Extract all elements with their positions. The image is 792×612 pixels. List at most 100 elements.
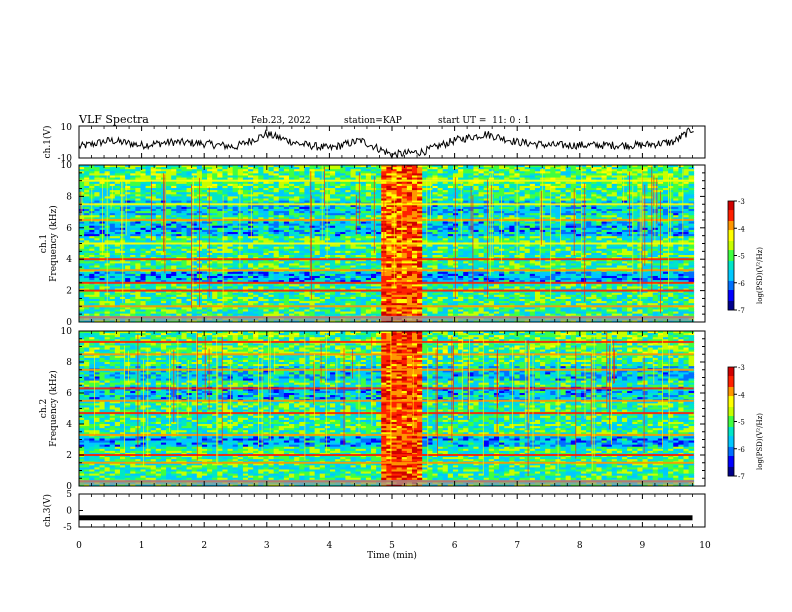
spectro-cell [99, 255, 106, 258]
spectro-cell [166, 238, 172, 241]
spectro-cell [232, 221, 239, 225]
spectro-cell [114, 296, 121, 300]
spectro-cell [232, 169, 239, 172]
spectro-cell [140, 213, 146, 216]
spectro-cell [186, 255, 193, 258]
spectro-cell [145, 188, 152, 191]
spectro-cell [125, 167, 131, 170]
spectro-cell [176, 303, 182, 306]
spectro-cell [135, 238, 141, 241]
spectro-cell [135, 246, 141, 250]
spectro-cell [186, 208, 193, 212]
spectro-cell [89, 259, 95, 262]
spectro-cell [212, 165, 218, 168]
spectro-cell [89, 231, 95, 235]
spectro-cell [217, 171, 223, 174]
spectro-cell [232, 167, 239, 170]
spectro-cell [145, 190, 152, 193]
spectro-cell [207, 229, 213, 233]
spectro-cell [212, 169, 218, 172]
spectro-cell [130, 313, 136, 317]
spectro-cell [171, 200, 177, 204]
spectro-cell [140, 198, 146, 201]
spectro-cell [125, 229, 131, 233]
spectro-cell [89, 307, 95, 310]
spectro-cell [79, 181, 85, 185]
spectro-cell [222, 246, 228, 250]
spectro-cell [191, 190, 198, 193]
spectro-cell [176, 169, 182, 172]
spectro-cell [191, 271, 198, 275]
spectro-cell [232, 246, 239, 250]
spectro-cell [232, 290, 239, 294]
spectro-cell [222, 206, 228, 210]
spectro-cell [227, 194, 234, 197]
spectro-cell [207, 265, 213, 268]
spectro-cell [237, 252, 244, 256]
spectro-cell [125, 311, 131, 315]
spectro-cell [166, 255, 172, 258]
spectro-cell [232, 303, 239, 306]
spectro-cell [135, 280, 141, 283]
spectro-cell [181, 319, 187, 323]
spectro-cell [186, 229, 193, 233]
spectro-cell [135, 292, 141, 296]
spectro-cell [130, 292, 136, 296]
spectro-cell [166, 200, 172, 204]
spectro-cell [237, 248, 244, 252]
spectro-cell [237, 238, 244, 241]
spectro-cell [222, 215, 228, 218]
spectro-cell [79, 223, 85, 227]
spectro-cell [79, 263, 85, 266]
spectro-cell [237, 183, 244, 187]
spectro-cell [237, 301, 244, 304]
spectro-cell [207, 280, 213, 283]
spectro-cell [150, 236, 157, 239]
spectro-cell [222, 171, 228, 174]
spectro-cell [155, 206, 162, 210]
spectro-cell [89, 229, 95, 233]
spectro-cell [145, 309, 152, 312]
spectro-cell [201, 223, 208, 227]
spectro-cell [135, 265, 141, 268]
spectro-cell [99, 307, 106, 310]
spectro-cell [212, 319, 218, 323]
spectro-cell [94, 194, 100, 197]
spectro-cell [222, 181, 228, 185]
spectro-cell [217, 223, 223, 227]
spectro-cell [99, 175, 106, 178]
spectro-cell [191, 244, 198, 248]
spectro-cell [84, 271, 90, 275]
spectro-cell [222, 238, 228, 241]
spectro-cell [207, 211, 213, 214]
spectro-cell [150, 206, 157, 210]
spectro-cell [181, 204, 187, 208]
spectro-cell [89, 181, 95, 185]
spectro-cell [125, 188, 131, 191]
spectro-cell [181, 238, 187, 241]
spectro-cell [94, 200, 100, 204]
spectro-cell [181, 173, 187, 176]
spectro-cell [201, 238, 208, 241]
spectro-cell [94, 204, 100, 208]
spectro-cell [227, 169, 234, 172]
spectro-cell [217, 292, 223, 296]
spectro-cell [171, 185, 177, 189]
spectro-cell [109, 169, 116, 172]
spectro-cell [232, 175, 239, 178]
spectro-cell [94, 185, 100, 189]
spectro-cell [186, 227, 193, 231]
spectro-cell [222, 296, 228, 300]
spectro-cell [140, 192, 146, 195]
spectro-cell [84, 169, 90, 172]
spectro-cell [84, 290, 90, 294]
spectro-cell [171, 198, 177, 201]
spectro-cell [150, 319, 157, 323]
spectro-cell [109, 221, 116, 225]
spectro-cell [191, 296, 198, 300]
spectro-cell [237, 280, 244, 283]
spectro-cell [109, 165, 116, 168]
spectro-cell [79, 298, 85, 302]
spectro-cell [186, 236, 193, 239]
spectro-cell [79, 217, 85, 220]
